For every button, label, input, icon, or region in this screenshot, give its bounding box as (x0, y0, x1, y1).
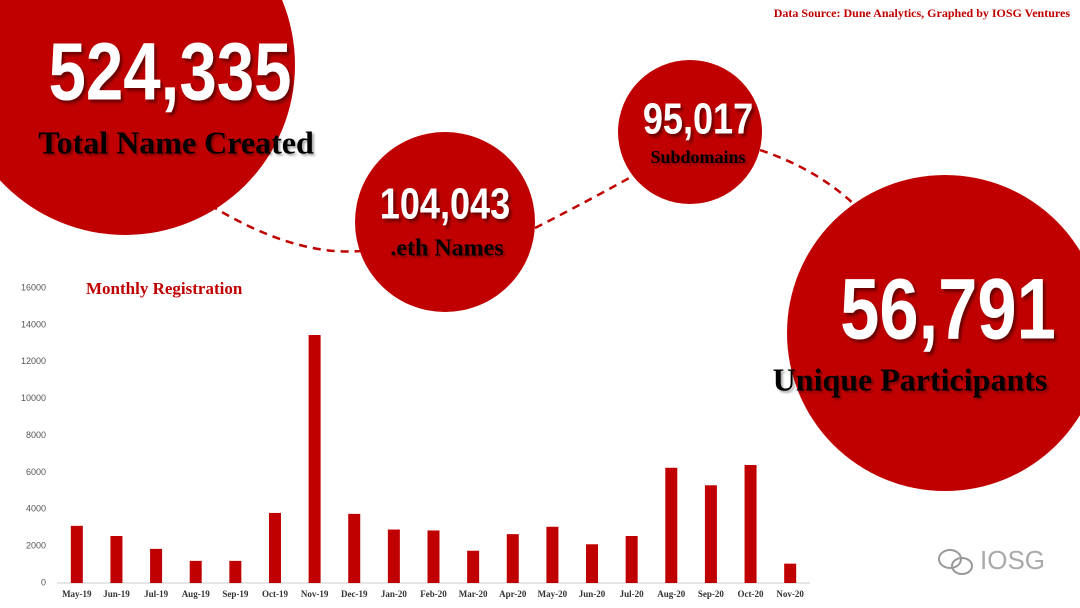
x-tick-label: Jul-20 (620, 589, 645, 599)
stat-label: Unique Participants (773, 361, 1048, 397)
x-tick-label: Sep-20 (698, 589, 725, 599)
stat-circle (355, 132, 535, 312)
stat-circle (618, 60, 762, 204)
x-tick-label: Jul-19 (144, 589, 169, 599)
y-tick-label: 4000 (26, 504, 46, 514)
y-tick-label: 16000 (21, 282, 46, 292)
x-tick-label: Nov-20 (776, 589, 804, 599)
y-tick-label: 14000 (21, 319, 46, 329)
stat-value: 56,791 (840, 261, 1056, 357)
x-tick-label: May-19 (62, 589, 92, 599)
x-tick-label: Jan-20 (381, 589, 408, 599)
x-tick-label: Mar-20 (459, 589, 488, 599)
bar (348, 513, 361, 583)
stat-value: 524,335 (48, 25, 291, 117)
watermark: IOSG (980, 545, 1045, 575)
y-tick-label: 10000 (21, 393, 46, 403)
y-tick-label: 12000 (21, 356, 46, 366)
x-tick-label: Nov-19 (301, 589, 329, 599)
bar (427, 530, 440, 583)
bar (506, 534, 519, 583)
bar (744, 465, 757, 583)
bar (467, 550, 480, 583)
bar-chart: 0 2000 4000 6000 8000 10000 12000 14000 16000 May… (21, 282, 804, 599)
x-tick-label: Apr-20 (499, 589, 527, 599)
bar (546, 526, 559, 583)
x-tick-label: May-20 (538, 589, 568, 599)
bar (229, 560, 242, 583)
connector (209, 148, 861, 253)
bar (308, 335, 321, 583)
bar (665, 467, 678, 583)
watermark-icon (938, 549, 973, 575)
x-tick-label: Aug-20 (657, 589, 686, 599)
x-tick-label: Oct-20 (738, 589, 764, 599)
x-tick-label: Oct-19 (262, 589, 288, 599)
stat-label: Subdomains (650, 147, 745, 167)
x-tick-label: Jun-19 (103, 589, 130, 599)
stat-label: .eth Names (390, 236, 503, 262)
bar (704, 485, 717, 583)
bar (784, 563, 797, 583)
y-tick-label: 8000 (26, 430, 46, 440)
stat-circle (0, 0, 295, 235)
bar (70, 525, 83, 583)
stat-value: 104,043 (380, 179, 510, 228)
x-tick-label: Jun-20 (579, 589, 606, 599)
bar (268, 512, 281, 583)
stat-circle (787, 175, 1080, 491)
y-tick-label: 6000 (26, 467, 46, 477)
bar (586, 544, 599, 583)
stat-label: Total Name Created (38, 124, 314, 160)
y-tick-label: 2000 (26, 541, 46, 551)
x-tick-label: Aug-19 (182, 589, 211, 599)
bar (387, 529, 400, 583)
bar (189, 560, 202, 583)
bar (110, 535, 123, 583)
y-tick-label: 0 (41, 577, 46, 587)
chart-title: Monthly Registration (86, 279, 243, 298)
bar (625, 535, 638, 583)
x-tick-label: Sep-19 (222, 589, 249, 599)
x-tick-label: Dec-19 (341, 589, 368, 599)
x-tick-label: Feb-20 (420, 589, 447, 599)
source: Data Source: Dune Analytics, Graphed by … (774, 6, 1071, 20)
bar (150, 548, 163, 583)
stat-value: 95,017 (643, 94, 753, 143)
